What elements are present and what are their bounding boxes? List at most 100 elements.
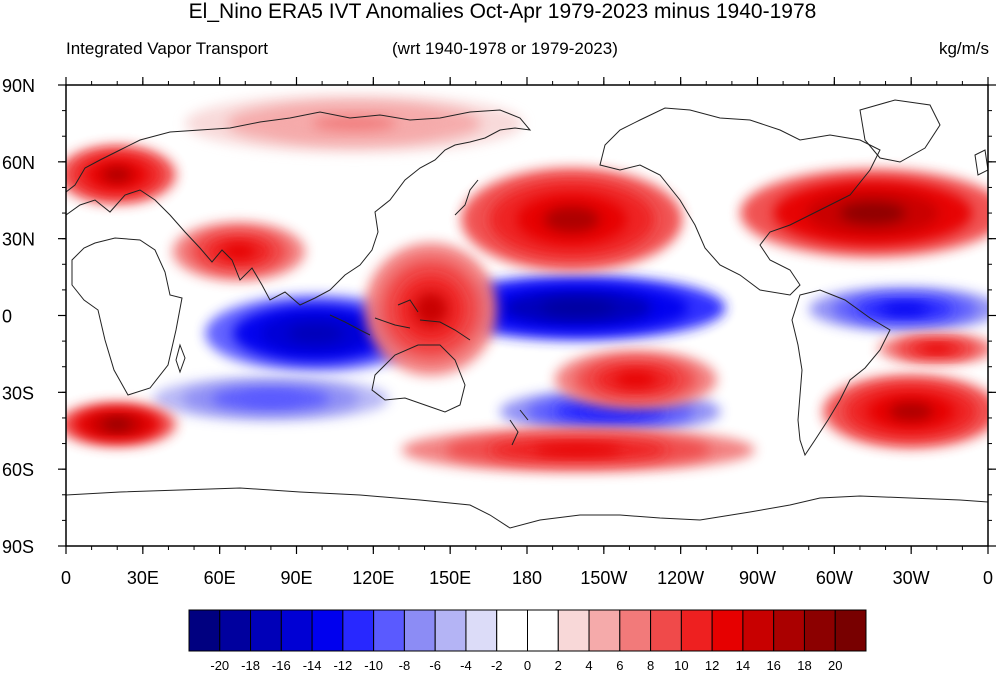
colorbar-label: 2 (555, 658, 562, 673)
anomaly-west-pacific-positive (364, 242, 498, 376)
axis-ticks (58, 77, 996, 554)
colorbar-label: 8 (647, 658, 654, 673)
colorbar-label: 12 (705, 658, 719, 673)
anomaly-north-pacific-positive (461, 167, 683, 272)
colorbar-label: 6 (616, 658, 623, 673)
units-label: kg/m/s (938, 39, 989, 58)
south-america-coastline (791, 289, 891, 457)
x-tick-label: 30W (893, 568, 930, 588)
x-tick-label: 150W (580, 568, 627, 588)
anomaly-arabia-positive (172, 222, 306, 281)
colorbar-swatch (465, 609, 498, 652)
new-zealand-coastline (509, 409, 529, 446)
x-tick-label: 120W (657, 568, 704, 588)
subtitle-left: Integrated Vapor Transport (66, 39, 268, 58)
anomaly-south-indian-negative (153, 376, 389, 421)
anomaly-europe-positive (66, 145, 177, 205)
colorbar-label: 20 (828, 658, 842, 673)
x-tick-label: 90W (739, 568, 776, 588)
colorbar-label: -10 (364, 658, 383, 673)
anomaly-south-pacific-convergence-positive (554, 350, 717, 409)
colorbar-swatch (373, 609, 405, 652)
colorbar-label: 16 (766, 658, 780, 673)
colorbar-label: -20 (210, 658, 229, 673)
colorbar-label: -18 (241, 658, 260, 673)
greenland-coastline (859, 99, 941, 163)
colorbar-label: 0 (524, 658, 531, 673)
colorbar-label: -6 (429, 658, 441, 673)
colorbar-label: -8 (399, 658, 411, 673)
antarctica-coastline (66, 487, 988, 529)
colorbar-swatch (773, 609, 805, 652)
anomaly-indian-ocean-negative (205, 295, 427, 372)
x-tick-label: 180 (512, 568, 542, 588)
colorbar-label: 4 (585, 658, 592, 673)
y-tick-label: 60S (2, 460, 34, 480)
colorbar-swatch (557, 609, 590, 652)
colorbar-label: 10 (674, 658, 688, 673)
anomaly-field (66, 93, 988, 473)
x-tick-label: 120E (352, 568, 394, 588)
colorbar-swatch (803, 609, 836, 652)
colorbar-label: -12 (333, 658, 352, 673)
x-axis-labels: 0 30E 60E 90E 120E 150E 180 150W 120W 90W 60W 30W 0 (61, 568, 993, 588)
y-tick-label: 90S (2, 537, 34, 557)
anomaly-south-atlantic-positive (66, 402, 177, 447)
madagascar-coastline (175, 343, 186, 374)
anomaly-north-atlantic-positive (740, 168, 988, 258)
colorbar-swatch (680, 609, 713, 652)
x-tick-label: 90E (280, 568, 312, 588)
colorbar-swatch (619, 609, 652, 652)
anomaly-north-siberia-positive (184, 93, 524, 153)
y-tick-label: 90N (2, 76, 35, 96)
colorbar-swatch (342, 609, 375, 652)
africa-coastline (71, 237, 183, 396)
x-tick-label: 0 (983, 568, 993, 588)
colorbar-swatch (650, 609, 682, 652)
coastlines (66, 99, 988, 529)
colorbar-swatch (219, 609, 252, 652)
colorbar-swatch (588, 609, 621, 652)
anomaly-central-pacific-equatorial-negative (430, 275, 726, 341)
colorbar-label: -16 (272, 658, 291, 673)
colorbar-swatch (742, 609, 775, 652)
anomaly-southern-ocean-positive (401, 427, 755, 473)
y-tick-label: 30N (2, 230, 35, 250)
colorbar-label: 18 (797, 658, 811, 673)
anomaly-south-atlantic-west-positive (822, 374, 988, 449)
colorbar-swatch (496, 609, 528, 652)
colorbar-label: -14 (303, 658, 322, 673)
colorbar-label: -2 (491, 658, 503, 673)
figure-title: El_Nino ERA5 IVT Anomalies Oct-Apr 1979-… (188, 0, 817, 23)
australia-coastline (371, 344, 466, 413)
x-tick-label: 60E (204, 568, 236, 588)
colorbar-swatch (434, 609, 467, 652)
japan-coastline (454, 179, 479, 216)
colorbar-label: 14 (736, 658, 750, 673)
colorbar-swatch (311, 609, 344, 652)
y-axis-labels: 90N 60N 30N 0 30S 60S 90S (2, 76, 35, 557)
colorbar-swatch (834, 609, 867, 652)
colorbar-labels: -20 -18 -16 -14 -12 -10 -8 -6 -4 -2 0 2 4 6 8 10 12 14 16 1… (210, 658, 842, 673)
colorbar-label: -4 (460, 658, 472, 673)
colorbar-swatch (280, 609, 313, 652)
y-tick-label: 60N (2, 153, 35, 173)
colorbar-swatch (403, 609, 436, 652)
x-tick-label: 30E (127, 568, 159, 588)
anomaly-tropical-south-atlantic-positive (877, 334, 988, 364)
colorbar-swatch (527, 609, 559, 652)
north-america-coastline (599, 107, 881, 296)
y-tick-label: 0 (2, 307, 12, 327)
colorbar-swatch (711, 609, 744, 652)
y-tick-label: 30S (2, 383, 34, 403)
x-tick-label: 0 (61, 568, 71, 588)
colorbar-swatch (250, 609, 282, 652)
anomaly-east-pacific-equatorial-negative (809, 287, 988, 332)
colorbar-swatch (188, 609, 221, 652)
eurasia-coastline (66, 109, 532, 306)
british-isles-coastline (974, 149, 988, 176)
x-tick-label: 150E (429, 568, 471, 588)
colorbar (188, 609, 867, 652)
subtitle-center: (wrt 1940-1978 or 1979-2023) (392, 39, 618, 58)
